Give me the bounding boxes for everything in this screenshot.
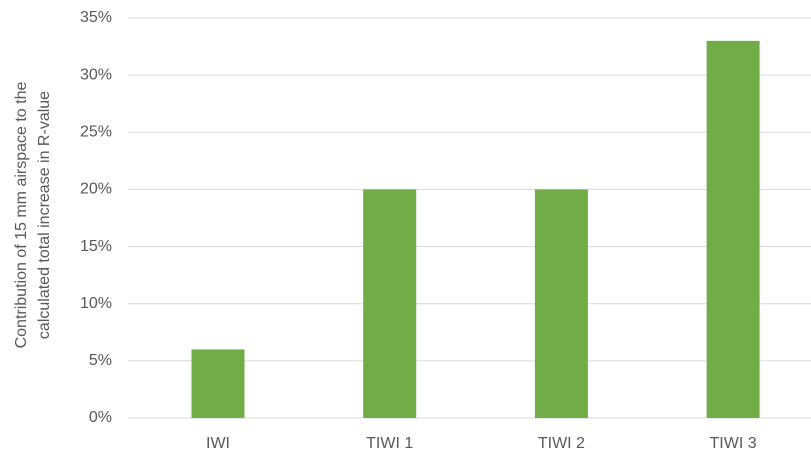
x-tick-label: TIWI 2 bbox=[538, 435, 585, 452]
bar bbox=[191, 349, 245, 418]
y-axis-title-line: calculated total increase in R-value bbox=[36, 91, 53, 339]
x-tick-label: IWI bbox=[206, 435, 230, 452]
y-tick-label: 5% bbox=[89, 352, 112, 369]
y-tick-label: 30% bbox=[80, 66, 112, 83]
x-tick-label: TIWI 1 bbox=[366, 435, 413, 452]
bar bbox=[534, 189, 588, 418]
y-tick-label: 15% bbox=[80, 238, 112, 255]
bar bbox=[706, 40, 760, 418]
y-tick-label: 10% bbox=[80, 295, 112, 312]
bar bbox=[363, 189, 417, 418]
y-tick-label: 25% bbox=[80, 124, 112, 141]
y-tick-label: 0% bbox=[89, 409, 112, 426]
y-axis-title: Contribution of 15 mm airspace to the ca… bbox=[13, 82, 53, 349]
y-tick-label: 20% bbox=[80, 181, 112, 198]
y-axis-title-line: Contribution of 15 mm airspace to the bbox=[13, 82, 30, 349]
y-tick-label: 35% bbox=[80, 9, 112, 26]
x-tick-label: TIWI 3 bbox=[710, 435, 757, 452]
